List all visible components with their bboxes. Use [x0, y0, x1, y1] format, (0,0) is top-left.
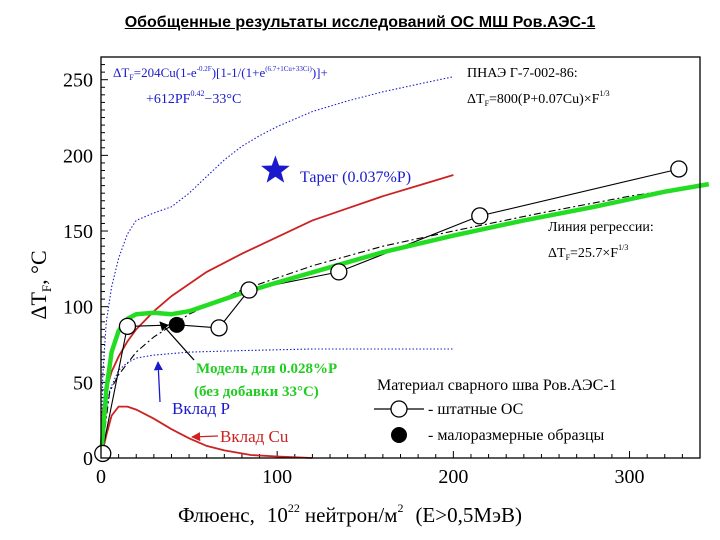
legend-open-marker — [390, 400, 408, 418]
legend-filled-marker — [391, 427, 407, 443]
x-tick-label: 300 — [615, 466, 645, 488]
model-arrow — [159, 321, 195, 361]
open-data-point — [330, 263, 348, 281]
series-group — [98, 76, 710, 459]
vklad-cu-arrow — [191, 432, 219, 442]
formula-left-line1: ΔTF=204Cu(1-e-0.2F)[1-1/(1+e(6.7+1Cu+33C… — [113, 65, 328, 82]
legend-title: Материал сварного шва Ров.АЭС-1 — [377, 377, 617, 394]
regression-formula: ΔTF=25.7×F1/3 — [548, 243, 628, 262]
open-data-point — [471, 207, 489, 225]
vklad-cu-label: Вклад Cu — [220, 427, 289, 446]
series-line-3 — [100, 183, 709, 459]
slide-title: Обобщенные результаты исследований ОС МШ… — [124, 14, 596, 31]
y-tick-label: 150 — [63, 221, 93, 243]
target-star-marker — [261, 155, 290, 183]
regression-label: Линия регрессии: — [548, 220, 654, 235]
series-line-0 — [100, 174, 454, 459]
svg-text:ΔTF, °C: ΔTF, °C — [26, 250, 54, 319]
y-tick-label: 0 — [83, 448, 93, 470]
pnae-formula: ΔTF=800(P+0.07Cu)×F1/3 — [467, 89, 610, 108]
formula-left-line2: +612PF0.42−33°C — [146, 89, 241, 107]
open-data-point — [118, 317, 137, 336]
x-axis-label: Флюенс, 1022 нейтрон/м2 (E>0,5МэВ) — [178, 501, 522, 527]
open-data-point — [94, 444, 112, 463]
points-group — [94, 155, 688, 463]
x-tick-label: 200 — [438, 466, 468, 488]
vklad-p-arrow — [153, 361, 163, 403]
series-line-5 — [100, 405, 313, 459]
open-data-point — [210, 319, 228, 337]
series-line-1 — [100, 76, 454, 459]
legend-filled-label: - малоразмерные образцы — [428, 427, 605, 444]
y-tick-label: 100 — [63, 297, 93, 319]
legend: Материал сварного шва Ров.АЭС-1 - штатны… — [374, 377, 617, 444]
model-label-line2: (без добавки 33°C) — [194, 384, 319, 400]
y-tick-label: 200 — [63, 145, 93, 167]
y-axis-label: ΔTF, °C — [26, 250, 54, 319]
plot-frame — [100, 56, 701, 459]
y-tick-label: 250 — [63, 70, 93, 92]
y-tick-label: 50 — [73, 372, 93, 394]
open-data-point — [240, 281, 258, 299]
filled-data-point — [168, 316, 185, 333]
axes-group: 0 50 100 150 200 250 0 100 200 300 — [63, 56, 701, 488]
open-data-point — [670, 160, 688, 178]
pnae-label: ПНАЭ Г-7-002-86: — [467, 66, 578, 81]
model-label-line1: Модель для 0.028%Р — [196, 361, 337, 377]
target-label: Тарег (0.037%P) — [300, 169, 411, 186]
vklad-p-label: Вклад P — [172, 399, 230, 418]
x-tick-label: 100 — [262, 466, 292, 488]
series-line-2 — [98, 181, 710, 459]
legend-open-label: - штатные ОС — [428, 401, 523, 418]
x-tick-label: 0 — [96, 466, 106, 488]
